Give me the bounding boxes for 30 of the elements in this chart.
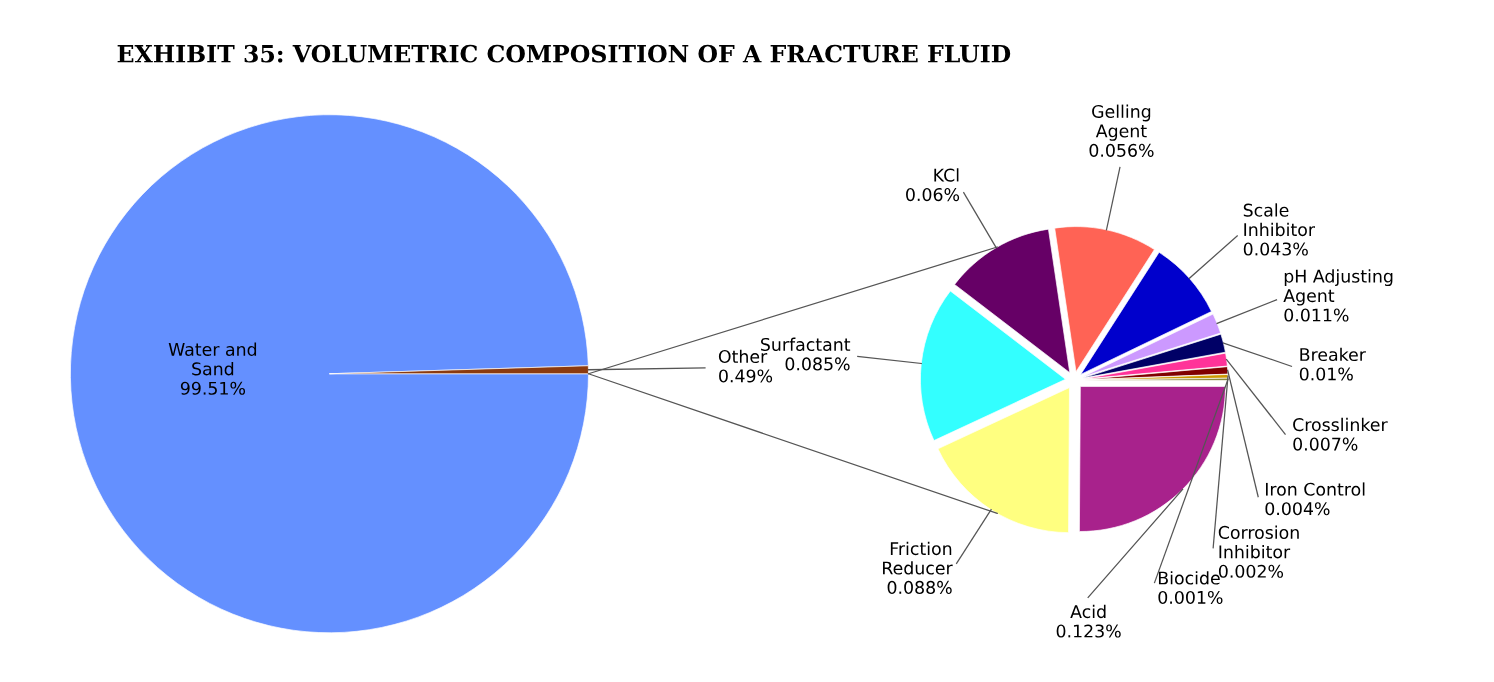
- data-label: 0.49%: [719, 369, 773, 383]
- slice-label: Crosslinker: [1293, 417, 1388, 432]
- data-label: 0.043%: [1243, 242, 1308, 256]
- data-label: 0.123%: [1056, 624, 1121, 638]
- data-label: 0.004%: [1265, 502, 1330, 516]
- slice-label: Other: [718, 349, 768, 364]
- data-label: 0.007%: [1293, 437, 1358, 451]
- slice-label: Surfactant: [761, 337, 851, 352]
- data-label: 0.011%: [1284, 308, 1349, 322]
- data-label: 0.085%: [785, 357, 850, 371]
- data-label: 0.088%: [887, 580, 952, 595]
- slice-label: Iron Control: [1265, 482, 1365, 496]
- slice-label: Biocide: [1158, 571, 1220, 585]
- slice-label: Scale Inhibitor: [1243, 203, 1315, 237]
- slice-label: Gelling Agent: [1092, 104, 1151, 141]
- slice-label: pH Adjusting Agent: [1283, 269, 1393, 306]
- data-label: 0.06%: [906, 187, 960, 202]
- slice-label: Corrosion Inhibitor: [1218, 525, 1299, 559]
- data-label: 99.51%: [180, 381, 246, 395]
- slice-label: Acid: [1070, 604, 1106, 619]
- slice-label: Water and Sand: [168, 342, 257, 376]
- slice-label: KCl: [934, 168, 959, 182]
- data-label: 0.056%: [1089, 143, 1154, 157]
- data-label: 0.001%: [1158, 590, 1223, 605]
- pie-slice: [70, 114, 589, 634]
- data-label: 0.01%: [1299, 367, 1353, 381]
- data-label: 0.002%: [1218, 564, 1284, 578]
- slice-label: Friction Reducer: [883, 541, 953, 575]
- slice-label: Breaker: [1300, 347, 1366, 362]
- chart-title: EXHIBIT 35: VOLUMETRIC COMPOSITION OF A FRACTURE FLUID: [117, 44, 1011, 63]
